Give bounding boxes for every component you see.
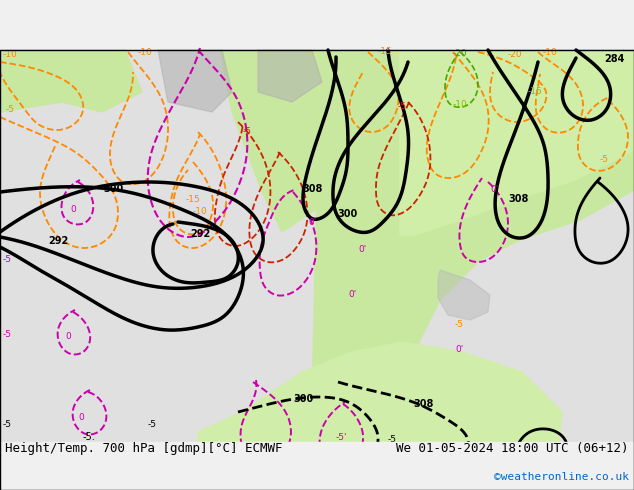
Text: -15: -15 <box>528 87 543 96</box>
Text: 308: 308 <box>508 194 528 204</box>
Polygon shape <box>158 50 232 112</box>
Text: -10: -10 <box>453 100 468 109</box>
Text: 316: 316 <box>553 454 573 464</box>
Text: -5: -5 <box>398 102 407 111</box>
Text: -20: -20 <box>508 50 522 59</box>
Text: 300: 300 <box>103 184 123 194</box>
Text: 0: 0 <box>65 332 71 341</box>
Text: 292: 292 <box>190 229 210 239</box>
Text: ©weatheronline.co.uk: ©weatheronline.co.uk <box>494 472 629 482</box>
Polygon shape <box>400 50 634 235</box>
Text: 0: 0 <box>78 413 84 422</box>
Text: 300: 300 <box>337 209 357 219</box>
Text: 0: 0 <box>70 205 75 214</box>
Text: -5: -5 <box>455 320 464 329</box>
Text: 0': 0' <box>490 185 498 194</box>
Bar <box>0 442 634 490</box>
Text: -5: -5 <box>388 435 397 444</box>
Text: -10: -10 <box>3 50 18 59</box>
Text: -5: -5 <box>243 127 252 136</box>
Text: -5: -5 <box>3 420 12 429</box>
Text: -10: -10 <box>193 207 208 216</box>
Text: -15: -15 <box>186 195 201 204</box>
Text: 308: 308 <box>302 184 322 194</box>
Polygon shape <box>258 50 322 102</box>
Text: 300: 300 <box>293 394 313 404</box>
Text: -5.: -5. <box>208 464 221 474</box>
Polygon shape <box>310 50 634 490</box>
Polygon shape <box>220 50 385 232</box>
Text: We 01-05-2024 18:00 UTC (06+12): We 01-05-2024 18:00 UTC (06+12) <box>396 442 629 455</box>
Text: 0': 0' <box>308 218 316 227</box>
Text: 0': 0' <box>358 245 366 254</box>
Text: -5: -5 <box>600 155 609 164</box>
Text: 0': 0' <box>455 345 463 354</box>
Text: -5: -5 <box>148 420 157 429</box>
Text: -5: -5 <box>3 330 12 339</box>
Text: -5: -5 <box>3 255 12 264</box>
Text: -10: -10 <box>543 48 558 57</box>
Text: 0': 0' <box>348 290 356 299</box>
Text: -5: -5 <box>6 105 15 114</box>
Text: -5.: -5. <box>83 432 96 442</box>
Text: -20: -20 <box>453 49 468 58</box>
Polygon shape <box>0 50 142 112</box>
Text: Height/Temp. 700 hPa [gdmp][°C] ECMWF: Height/Temp. 700 hPa [gdmp][°C] ECMWF <box>5 442 283 455</box>
Text: 292: 292 <box>48 236 68 246</box>
Polygon shape <box>195 342 562 490</box>
Text: 308: 308 <box>413 399 434 409</box>
Bar <box>0 50 634 490</box>
Polygon shape <box>438 270 490 320</box>
Bar <box>0 50 634 490</box>
Text: -15: -15 <box>378 47 392 56</box>
Text: -5': -5' <box>336 433 347 442</box>
Text: -5: -5 <box>348 459 358 469</box>
Text: 284: 284 <box>604 54 624 64</box>
Text: -10: -10 <box>138 48 153 57</box>
